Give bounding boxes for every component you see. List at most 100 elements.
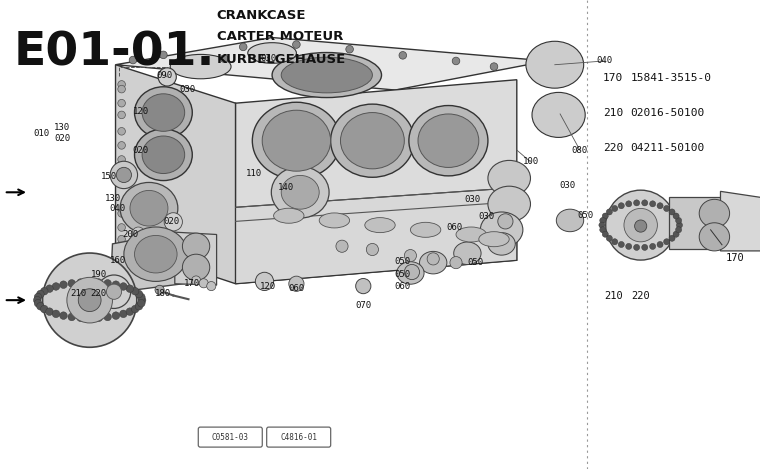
Circle shape (118, 142, 125, 149)
Polygon shape (236, 80, 517, 284)
Circle shape (635, 220, 647, 232)
Circle shape (650, 243, 656, 250)
Circle shape (624, 208, 657, 242)
Circle shape (255, 272, 274, 290)
Text: C0581-03: C0581-03 (212, 432, 249, 442)
Text: 020: 020 (54, 134, 71, 143)
Circle shape (118, 210, 125, 217)
Circle shape (663, 239, 670, 245)
Ellipse shape (142, 94, 185, 131)
Circle shape (112, 281, 120, 288)
Text: 020: 020 (163, 217, 179, 227)
Circle shape (52, 310, 60, 318)
Text: 180: 180 (155, 288, 172, 298)
Ellipse shape (456, 227, 486, 242)
Circle shape (673, 231, 679, 237)
Text: KURBELGEHAUSE: KURBELGEHAUSE (217, 53, 346, 66)
Ellipse shape (480, 212, 523, 248)
Circle shape (676, 227, 682, 233)
Circle shape (129, 56, 137, 64)
Ellipse shape (488, 233, 515, 255)
Ellipse shape (420, 251, 447, 274)
Text: 220: 220 (603, 143, 623, 153)
Circle shape (119, 310, 127, 318)
Text: 04211-50100: 04211-50100 (631, 143, 705, 153)
Text: 030: 030 (179, 84, 196, 94)
Circle shape (118, 224, 125, 231)
Circle shape (602, 231, 608, 237)
Circle shape (619, 203, 624, 209)
Circle shape (606, 235, 613, 242)
Ellipse shape (410, 222, 441, 237)
Text: 040: 040 (109, 204, 126, 213)
Text: 140: 140 (277, 183, 294, 192)
Ellipse shape (130, 190, 168, 226)
FancyBboxPatch shape (198, 427, 262, 447)
Ellipse shape (488, 160, 530, 196)
Text: 210: 210 (70, 288, 87, 298)
Text: 120: 120 (260, 281, 277, 291)
Circle shape (498, 214, 513, 229)
Circle shape (650, 201, 656, 207)
Circle shape (86, 279, 93, 286)
Text: 050: 050 (577, 211, 594, 220)
Polygon shape (116, 38, 547, 90)
Ellipse shape (252, 102, 340, 179)
Ellipse shape (365, 218, 395, 233)
Text: 170: 170 (603, 73, 623, 83)
Ellipse shape (532, 92, 585, 137)
Text: E01-01.: E01-01. (14, 30, 215, 76)
Circle shape (399, 52, 407, 59)
Circle shape (676, 222, 682, 228)
Ellipse shape (418, 114, 479, 167)
Ellipse shape (526, 41, 584, 88)
Circle shape (138, 293, 145, 301)
Text: 220: 220 (90, 288, 107, 298)
Ellipse shape (319, 213, 350, 228)
Text: 120: 120 (132, 106, 149, 116)
Circle shape (612, 239, 618, 245)
Circle shape (68, 280, 75, 287)
Circle shape (118, 85, 125, 93)
Text: 220: 220 (631, 291, 650, 301)
Circle shape (33, 296, 41, 304)
Text: 020: 020 (132, 145, 149, 155)
Circle shape (118, 81, 125, 88)
Circle shape (95, 314, 103, 322)
Circle shape (40, 287, 48, 295)
Circle shape (118, 99, 125, 107)
Circle shape (657, 242, 663, 248)
Text: 210: 210 (603, 108, 623, 118)
Polygon shape (110, 232, 194, 293)
Circle shape (52, 283, 60, 290)
Ellipse shape (274, 208, 304, 223)
Text: 050: 050 (467, 258, 483, 267)
Circle shape (46, 285, 53, 293)
Circle shape (657, 203, 663, 209)
Circle shape (612, 205, 618, 212)
Polygon shape (236, 188, 517, 284)
Text: 010: 010 (33, 129, 50, 138)
FancyBboxPatch shape (267, 427, 331, 447)
Circle shape (600, 218, 606, 224)
Ellipse shape (248, 43, 296, 63)
Ellipse shape (120, 182, 178, 234)
Circle shape (46, 308, 53, 316)
Circle shape (78, 289, 101, 311)
Text: 110: 110 (245, 169, 262, 178)
Circle shape (110, 161, 138, 189)
Circle shape (606, 190, 676, 260)
Text: 02016-50100: 02016-50100 (631, 108, 705, 118)
Circle shape (97, 275, 131, 309)
Circle shape (68, 313, 75, 321)
Ellipse shape (271, 166, 329, 218)
Circle shape (289, 276, 304, 291)
Circle shape (450, 257, 462, 269)
Circle shape (131, 287, 139, 295)
Circle shape (59, 312, 67, 319)
Ellipse shape (281, 175, 319, 209)
Circle shape (77, 314, 84, 322)
Polygon shape (116, 65, 236, 284)
Ellipse shape (170, 54, 231, 79)
Polygon shape (669, 197, 724, 249)
